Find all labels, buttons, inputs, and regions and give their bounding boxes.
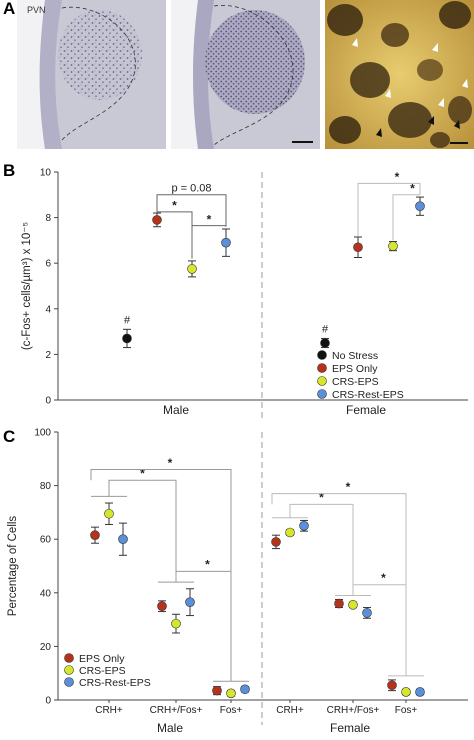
y-tick-label: 20 <box>40 642 52 653</box>
group-label-female: Female <box>346 403 386 417</box>
panel-a: A PVN <box>3 0 474 149</box>
bracket-female-1 <box>357 182 421 236</box>
bracket-male-crh-crhfos <box>108 479 177 583</box>
cat-label-female: CRH+ <box>276 705 304 716</box>
c-male-2-2-point <box>240 684 250 695</box>
bracket-male-crh-fos <box>90 469 232 682</box>
y-tick-label: 10 <box>40 168 52 179</box>
b-male-2-point <box>187 264 197 274</box>
c-female-2-1-point <box>362 608 372 618</box>
legend-c-marker <box>64 653 74 663</box>
y-tick-label: 80 <box>40 481 52 492</box>
y-tick-label: 40 <box>40 588 52 599</box>
bracket-male-1 <box>156 208 193 259</box>
legend-c-label: CRS-EPS <box>79 665 126 677</box>
star-male-3: * <box>205 558 210 572</box>
y-tick-label: 2 <box>45 350 51 361</box>
bracket-male-crhfos-fos <box>175 570 231 583</box>
group-label-female: Female <box>330 721 370 735</box>
micrograph-1: PVN <box>17 0 166 149</box>
micrograph-3 <box>325 0 474 149</box>
legend-b-label: CRS-EPS <box>332 376 379 388</box>
c-female-1-2-point <box>401 687 411 697</box>
c-female-0-2-point <box>387 680 397 691</box>
p-value-label: p = 0.08 <box>171 182 211 194</box>
star-male-2: * <box>168 456 173 470</box>
star-female-1: * <box>319 491 324 505</box>
b-male-1-point <box>152 215 162 225</box>
c-male-2-0-point <box>118 534 128 545</box>
star-male-1: * <box>172 199 177 213</box>
c-male-0-1-point <box>157 601 167 612</box>
cat-label-male: Fos+ <box>220 705 243 716</box>
c-female-1-0-point <box>285 527 295 538</box>
star-female-3: * <box>381 571 386 585</box>
legend-b-marker <box>317 376 327 386</box>
hash-female: # <box>322 324 329 336</box>
b-female-1-point <box>353 242 363 253</box>
star-female-2: * <box>346 480 351 494</box>
bracket-female-2 <box>392 194 420 241</box>
cat-label-female: Fos+ <box>395 705 418 716</box>
chart-c: 0 20 40 60 80 100 Percentage of Cells CRH+ CRH+ C… <box>7 428 468 735</box>
hash-male: # <box>124 315 131 327</box>
c-female-0-0-point <box>271 537 281 547</box>
panel-letter-b: B <box>3 161 15 180</box>
legend-b-marker <box>317 389 327 399</box>
panel-b: B 0 2 4 6 8 10 (c-Fos+ cells/µm³) x 10⁻⁵ Male Fe… <box>3 161 468 422</box>
y-tick-label: 0 <box>45 696 51 707</box>
legend-b-label: CRS-Rest-EPS <box>332 389 404 401</box>
y-tick-label: 100 <box>34 428 51 439</box>
panel-letter-a: A <box>3 0 15 18</box>
legend-b-marker <box>317 363 327 373</box>
chart-b: 0 2 4 6 8 10 (c-Fos+ cells/µm³) x 10⁻⁵ Male Fema… <box>21 168 468 422</box>
c-female-0-1-point <box>334 598 344 609</box>
y-tick-label: 60 <box>40 535 52 546</box>
y-axis-label: Percentage of Cells <box>7 516 19 617</box>
panel-c: C 0 20 40 60 80 100 Percentage of Cells CRH+ CRH… <box>3 427 468 735</box>
b-female-3-point <box>415 201 425 211</box>
cat-label-male: CRH+/Fos+ <box>150 705 203 716</box>
group-label-male: Male <box>157 721 183 735</box>
c-male-0-2-point <box>212 685 222 696</box>
star-male-2: * <box>207 212 212 226</box>
y-axis-label: (c-Fos+ cells/µm³) x 10⁻⁵ <box>21 222 33 351</box>
cat-label-male: CRH+ <box>95 705 123 716</box>
b-male-0-point <box>122 333 132 344</box>
bracket-female-crh-crhfos <box>289 503 354 596</box>
legend-b-label: EPS Only <box>332 363 378 375</box>
c-male-1-0-point <box>104 508 114 519</box>
c-male-0-0-point <box>90 530 100 540</box>
panel-letter-c: C <box>3 427 15 446</box>
y-tick-label: 6 <box>45 259 51 270</box>
y-tick-label: 0 <box>45 396 51 407</box>
group-label-male: Male <box>163 403 189 417</box>
legend-c-label: EPS Only <box>79 653 125 665</box>
b-female-0-point <box>320 338 330 348</box>
legend-c-marker <box>64 677 74 687</box>
star-male-1: * <box>140 467 145 481</box>
micrograph-2 <box>171 0 320 149</box>
y-tick-label: 8 <box>45 213 51 224</box>
c-male-1-1-point <box>171 618 181 629</box>
pvn-label: PVN <box>27 5 46 15</box>
star-female-1: * <box>395 170 400 184</box>
bracket-male-p <box>156 194 227 227</box>
legend-c-marker <box>64 665 74 675</box>
legend-b-label: No Stress <box>332 350 378 362</box>
y-tick-label: 4 <box>45 304 51 315</box>
legend-c-label: CRS-Rest-EPS <box>79 677 151 689</box>
legend-b-marker <box>317 350 327 360</box>
star-female-2: * <box>410 182 415 196</box>
bracket-female-crhfos-fos <box>352 584 406 596</box>
b-female-2-point <box>388 241 398 251</box>
c-male-2-1-point <box>185 597 195 607</box>
c-female-2-2-point <box>415 687 425 697</box>
c-male-1-2-point <box>226 688 236 699</box>
b-male-3-point <box>221 237 231 248</box>
c-female-2-0-point <box>299 520 309 531</box>
c-female-1-1-point <box>348 600 358 610</box>
cat-label-female: CRH+/Fos+ <box>327 705 380 716</box>
